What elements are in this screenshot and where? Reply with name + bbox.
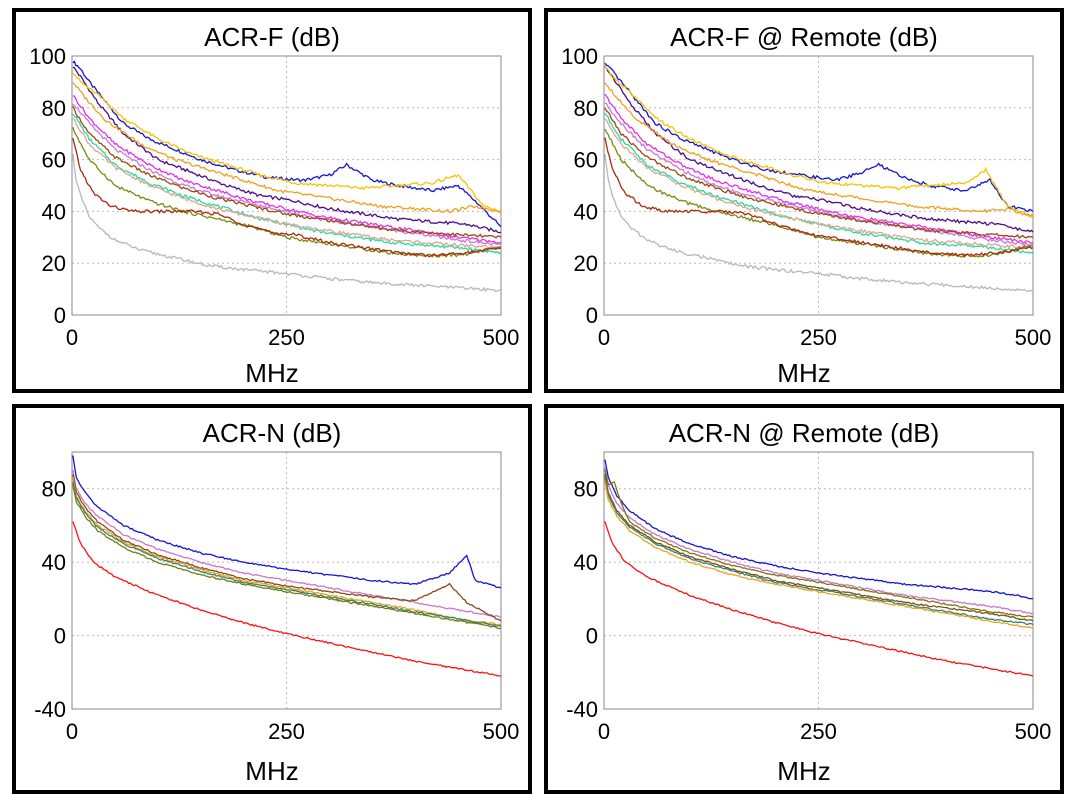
x-tick-label: 0 xyxy=(66,719,78,744)
acr-n-chart-panel: ACR-N (dB) -40 0 40 80 0 250 500 MHz xyxy=(12,404,532,794)
series-line-teal xyxy=(72,481,502,627)
acr-n-remote-chart-panel: ACR-N @ Remote (dB) -40 0 40 80 0 250 500 MHz xyxy=(544,404,1064,794)
y-tick-label: 80 xyxy=(574,477,598,502)
y-tick-label: 100 xyxy=(29,44,66,69)
series-line-olive xyxy=(604,469,1034,618)
x-tick-label: 250 xyxy=(268,325,305,350)
x-axis-label: MHz xyxy=(777,756,830,786)
acr-f-remote-chart: ACR-F @ Remote (dB) 0 20 40 60 80 100 0 250 500… xyxy=(561,22,1052,388)
series-line-brown xyxy=(72,474,502,622)
plot-area xyxy=(71,55,502,316)
y-tick-label: 80 xyxy=(42,96,66,121)
series-line-violet xyxy=(72,469,502,618)
series-line-violet xyxy=(604,102,1034,247)
x-tick-label: 500 xyxy=(483,325,520,350)
plot-area xyxy=(71,451,502,710)
series-line-brown xyxy=(604,473,1034,622)
series-line-orange xyxy=(72,82,502,214)
y-tick-label: 0 xyxy=(54,624,66,649)
series-line-violet xyxy=(72,103,502,246)
series-line-blue xyxy=(72,455,502,589)
x-axis-label: MHz xyxy=(777,358,830,388)
x-axis-label: MHz xyxy=(245,358,298,388)
x-tick-label: 0 xyxy=(66,325,78,350)
series-line-indigo xyxy=(604,65,1034,233)
series-line-blue xyxy=(72,60,502,228)
series-line-orange xyxy=(72,477,502,626)
series-line-gold xyxy=(72,72,502,213)
series-line-blue xyxy=(604,62,1034,212)
y-tick-label: -40 xyxy=(566,697,598,722)
series-line-olive xyxy=(72,127,502,259)
series-line-gray xyxy=(604,153,1034,293)
y-tick-label: 40 xyxy=(574,199,598,224)
series-line-indigo xyxy=(72,66,502,234)
plot-area xyxy=(603,55,1034,316)
series-line-brown xyxy=(604,107,1034,240)
x-tick-label: 250 xyxy=(800,325,837,350)
y-tick-label: 20 xyxy=(42,251,66,276)
y-tick-label: 80 xyxy=(574,96,598,121)
series-line-olive xyxy=(604,128,1034,258)
plot-area xyxy=(603,451,1034,710)
chart-title: ACR-F (dB) xyxy=(204,22,340,52)
series-line-blue xyxy=(604,459,1034,600)
acr-f-remote-chart-panel: ACR-F @ Remote (dB) 0 20 40 60 80 100 0 250 500… xyxy=(544,8,1064,393)
y-tick-label: 60 xyxy=(42,148,66,173)
series-line-olive xyxy=(72,484,502,630)
series-line-brown xyxy=(72,106,502,239)
chart-title: ACR-F @ Remote (dB) xyxy=(670,22,938,52)
series-line-gold xyxy=(604,64,1034,219)
acr-f-chart-panel: ACR-F (dB) 0 20 40 60 80 100 0 250 500 MHz xyxy=(12,8,532,393)
series-line-green xyxy=(72,113,502,255)
y-tick-label: 40 xyxy=(42,550,66,575)
series-line-tan xyxy=(72,118,502,251)
series-line-darkred xyxy=(604,137,1034,258)
x-tick-label: 0 xyxy=(598,719,610,744)
y-tick-label: 80 xyxy=(42,477,66,502)
series-line-violet xyxy=(604,467,1034,615)
y-tick-label: -40 xyxy=(34,697,66,722)
series-line-teal xyxy=(604,477,1034,626)
chart-title: ACR-N (dB) xyxy=(203,418,342,448)
x-axis-label: MHz xyxy=(245,756,298,786)
y-tick-label: 0 xyxy=(586,303,598,328)
x-tick-label: 250 xyxy=(800,719,837,744)
series-line-darkred xyxy=(72,138,502,258)
series-line-tan xyxy=(604,118,1034,250)
x-tick-label: 250 xyxy=(268,719,305,744)
y-tick-label: 0 xyxy=(586,624,598,649)
x-tick-label: 500 xyxy=(1015,325,1052,350)
y-tick-label: 40 xyxy=(42,199,66,224)
y-tick-label: 0 xyxy=(54,303,66,328)
series-line-orange xyxy=(604,480,1034,629)
x-tick-label: 0 xyxy=(598,325,610,350)
x-tick-label: 500 xyxy=(483,719,520,744)
acr-f-chart: ACR-F (dB) 0 20 40 60 80 100 0 250 500 MHz xyxy=(29,22,520,388)
y-tick-label: 60 xyxy=(574,148,598,173)
series-line-red xyxy=(604,521,1034,677)
series-line-orange xyxy=(604,82,1034,218)
y-tick-label: 20 xyxy=(574,251,598,276)
series-line-gray xyxy=(72,153,502,293)
series-line-red xyxy=(72,521,502,677)
y-tick-label: 40 xyxy=(574,550,598,575)
y-tick-label: 100 xyxy=(561,44,598,69)
x-tick-label: 500 xyxy=(1015,719,1052,744)
chart-title: ACR-N @ Remote (dB) xyxy=(669,418,940,448)
